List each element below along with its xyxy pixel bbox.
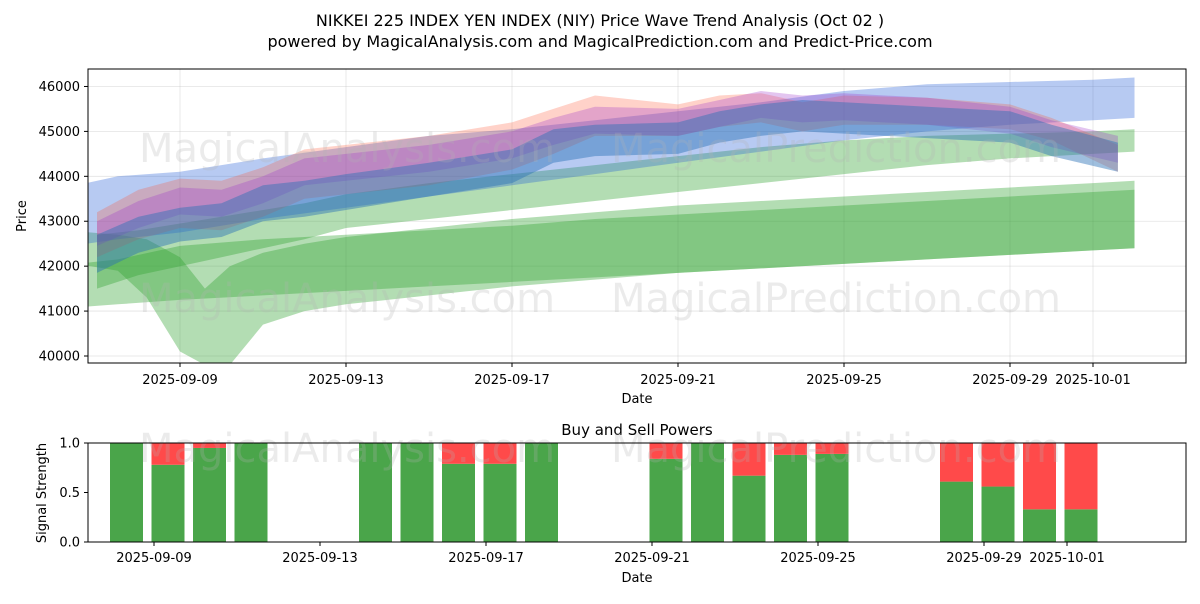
sell-bar	[442, 443, 475, 464]
buy-bar	[649, 458, 683, 542]
band-orange-red	[97, 93, 1118, 258]
watermark-analysis-bottom: MagicalAnalysis.com	[139, 276, 555, 322]
watermark-prediction-sub: MagicalPrediction.com	[611, 426, 1061, 472]
main-y-tick-label: 41000	[39, 305, 80, 320]
sell-bar	[940, 443, 973, 482]
buy-bar	[691, 443, 724, 542]
watermark-prediction-bottom: MagicalPrediction.com	[611, 276, 1061, 322]
buy-bar	[359, 443, 392, 542]
main-x-tick-label: 2025-09-13	[308, 373, 384, 388]
sub-y-tick-label: 0.0	[59, 536, 80, 551]
band-green-wide	[88, 189, 1135, 307]
sell-bar	[815, 443, 849, 454]
sub-watermarks: MagicalAnalysis.com MagicalPrediction.co…	[139, 426, 1061, 472]
main-x-tick-label: 2025-09-09	[142, 373, 218, 388]
buy-bar	[151, 464, 185, 542]
sell-bar	[981, 443, 1015, 487]
sub-x-tick-label: 2025-09-29	[946, 551, 1022, 566]
buy-bar	[732, 475, 766, 542]
main-grid	[88, 69, 1186, 363]
band-purple	[97, 91, 1118, 246]
main-y-axis-label: Price	[15, 200, 30, 232]
sub-x-tick-label: 2025-09-17	[448, 551, 524, 566]
buy-bar	[234, 443, 268, 542]
sub-x-tick-label: 2025-09-25	[780, 551, 856, 566]
chart-subtitle: powered by MagicalAnalysis.com and Magic…	[267, 32, 932, 51]
sub-y-tick-label: 1.0	[59, 437, 80, 452]
main-plot-frame	[88, 69, 1186, 363]
sub-y-axis-label: Signal Strength	[35, 443, 50, 543]
sub-x-ticks: 2025-09-09 2025-09-13 2025-09-17 2025-09-21…	[116, 542, 1105, 566]
main-y-ticks: 40000 41000 42000 43000 44000 45000 46000	[39, 80, 88, 365]
main-x-tick-label: 2025-09-17	[474, 373, 550, 388]
band-blue	[88, 77, 1135, 244]
band-green-dip	[88, 180, 1135, 363]
buy-sell-title: Buy and Sell Powers	[561, 421, 713, 439]
main-x-tick-label: 2025-09-21	[640, 373, 716, 388]
sub-x-tick-label: 2025-09-21	[614, 551, 690, 566]
buy-bar	[110, 443, 143, 542]
buy-bar	[815, 453, 849, 542]
sell-bar	[774, 443, 807, 455]
sub-y-ticks: 0.0 0.5 1.0	[59, 437, 88, 551]
sell-bar	[649, 443, 683, 459]
buy-bar	[1023, 509, 1056, 542]
main-x-tick-label: 2025-10-01	[1055, 373, 1131, 388]
watermark-analysis-top: MagicalAnalysis.com	[139, 126, 555, 172]
sub-x-axis-label: Date	[621, 571, 652, 586]
sub-x-tick-label: 2025-10-01	[1029, 551, 1105, 566]
sub-x-tick-label: 2025-09-09	[116, 551, 192, 566]
main-y-tick-label: 40000	[39, 350, 80, 365]
main-x-ticks: 2025-09-09 2025-09-13 2025-09-17 2025-09-21…	[142, 363, 1131, 388]
main-y-tick-label: 44000	[39, 170, 80, 185]
main-x-tick-label: 2025-09-29	[972, 373, 1048, 388]
main-y-tick-label: 46000	[39, 80, 80, 95]
buy-bar	[525, 443, 558, 542]
sell-bar	[732, 443, 766, 476]
buy-bar	[981, 486, 1015, 542]
buy-bar	[1064, 509, 1098, 542]
watermark-analysis-sub: MagicalAnalysis.com	[139, 426, 555, 472]
watermark-prediction-top: MagicalPrediction.com	[611, 126, 1061, 172]
main-y-tick-label: 43000	[39, 215, 80, 230]
buy-bar	[193, 447, 226, 542]
main-x-tick-label: 2025-09-25	[806, 373, 882, 388]
sub-y-tick-label: 0.5	[59, 486, 80, 501]
buy-bar	[483, 463, 517, 542]
price-wave-chart: MagicalAnalysis.com MagicalPrediction.co…	[15, 68, 1187, 407]
buy-bar	[400, 443, 434, 542]
buy-sell-bars	[110, 443, 1098, 542]
sell-bar	[483, 443, 517, 464]
main-watermarks: MagicalAnalysis.com MagicalPrediction.co…	[139, 126, 1061, 322]
buy-bar	[442, 463, 475, 542]
main-y-tick-label: 42000	[39, 260, 80, 275]
sell-bar	[1023, 443, 1056, 510]
buy-bar	[774, 454, 807, 542]
buy-sell-chart: Buy and Sell Powers MagicalAnalysis.com …	[35, 421, 1187, 586]
main-x-axis-label: Date	[621, 392, 652, 407]
main-bands	[88, 77, 1135, 363]
band-steelblue	[97, 100, 1118, 273]
chart-title: NIKKEI 225 INDEX YEN INDEX (NIY) Price W…	[316, 11, 884, 30]
main-y-tick-label: 45000	[39, 125, 80, 140]
sell-bar	[151, 443, 185, 465]
sub-x-tick-label: 2025-09-13	[282, 551, 358, 566]
sell-bar	[193, 443, 226, 448]
buy-bar	[940, 481, 973, 542]
band-green-mid	[97, 129, 1135, 289]
sell-bar	[1064, 443, 1098, 510]
main-plot-border	[87, 68, 1187, 364]
